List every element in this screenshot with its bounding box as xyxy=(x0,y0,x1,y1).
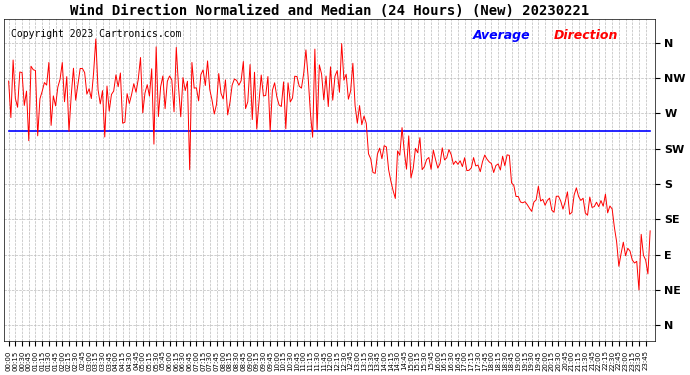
Title: Wind Direction Normalized and Median (24 Hours) (New) 20230221: Wind Direction Normalized and Median (24… xyxy=(70,4,589,18)
Text: Average: Average xyxy=(473,29,530,42)
Text: Direction: Direction xyxy=(554,29,618,42)
Text: Copyright 2023 Cartronics.com: Copyright 2023 Cartronics.com xyxy=(10,29,181,39)
